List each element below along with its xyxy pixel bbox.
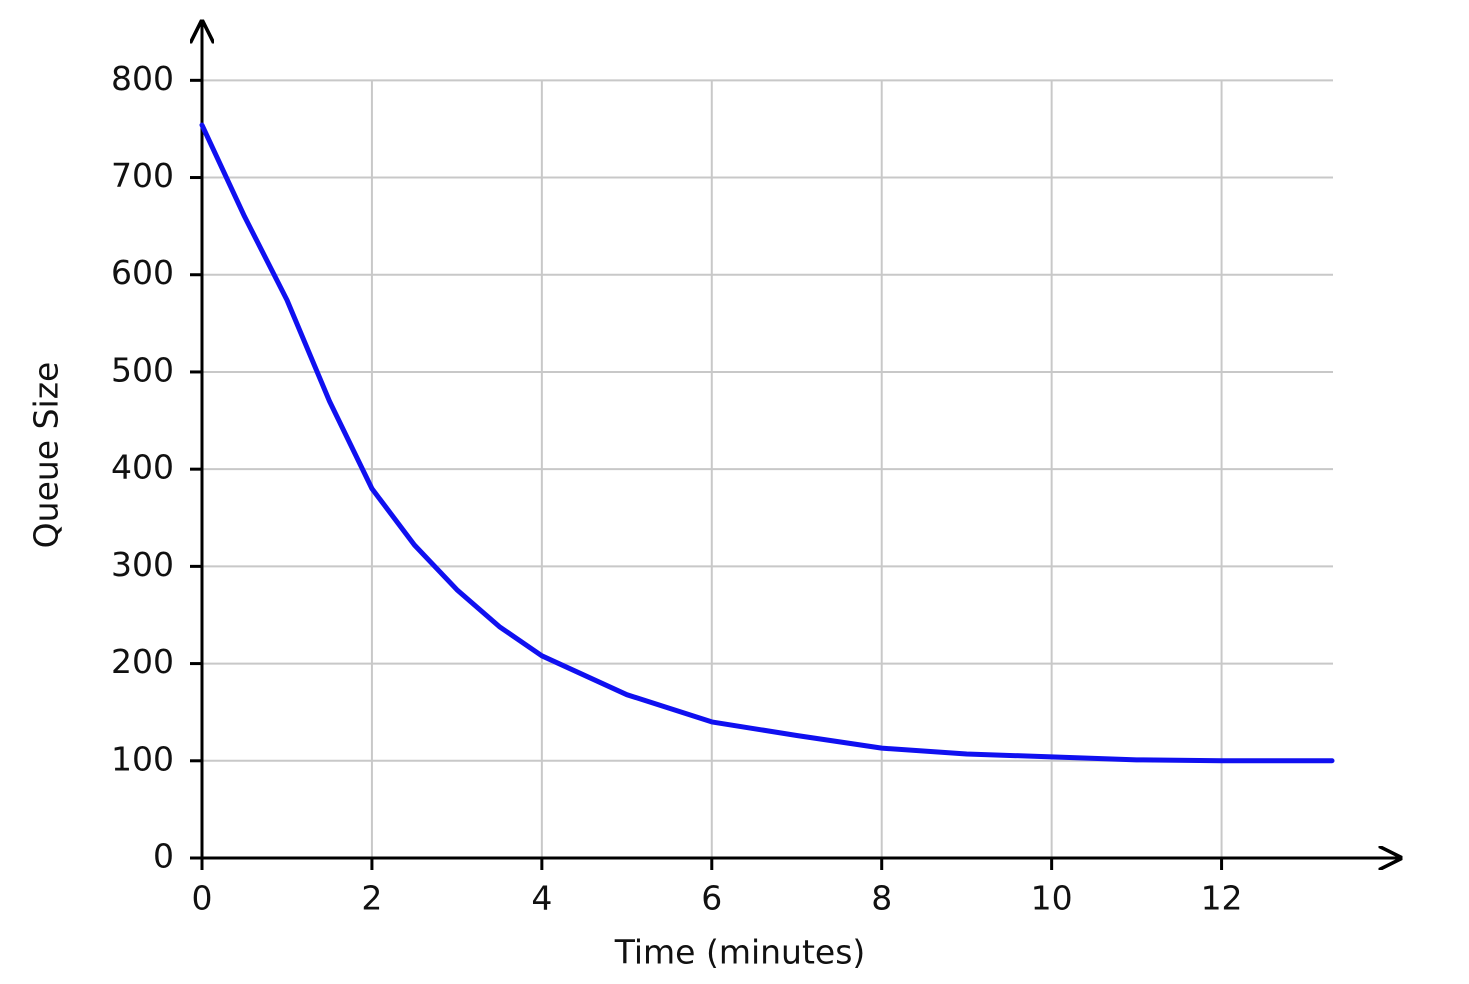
- data-line: [199, 122, 1335, 764]
- y-tick-label: 800: [111, 59, 174, 98]
- x-tick-label: 6: [701, 879, 722, 918]
- y-tick-label: 400: [111, 448, 174, 487]
- y-tick-label: 100: [111, 739, 174, 778]
- x-tick-label: 10: [1031, 879, 1073, 918]
- x-axis-label: Time (minutes): [614, 933, 866, 972]
- y-axis-label: Queue Size: [27, 362, 66, 549]
- y-tick-label: 0: [153, 837, 174, 876]
- y-tick-label: 700: [111, 156, 174, 195]
- x-tick-label: 4: [531, 879, 552, 918]
- y-tick-label: 600: [111, 253, 174, 292]
- x-tick-label: 8: [871, 879, 892, 918]
- y-tick-label: 500: [111, 350, 174, 389]
- y-tick-label: 300: [111, 545, 174, 584]
- y-tick-label: 200: [111, 642, 174, 681]
- x-tick-label: 12: [1201, 879, 1243, 918]
- x-tick-label: 2: [361, 879, 382, 918]
- x-tick-label: 0: [192, 879, 213, 918]
